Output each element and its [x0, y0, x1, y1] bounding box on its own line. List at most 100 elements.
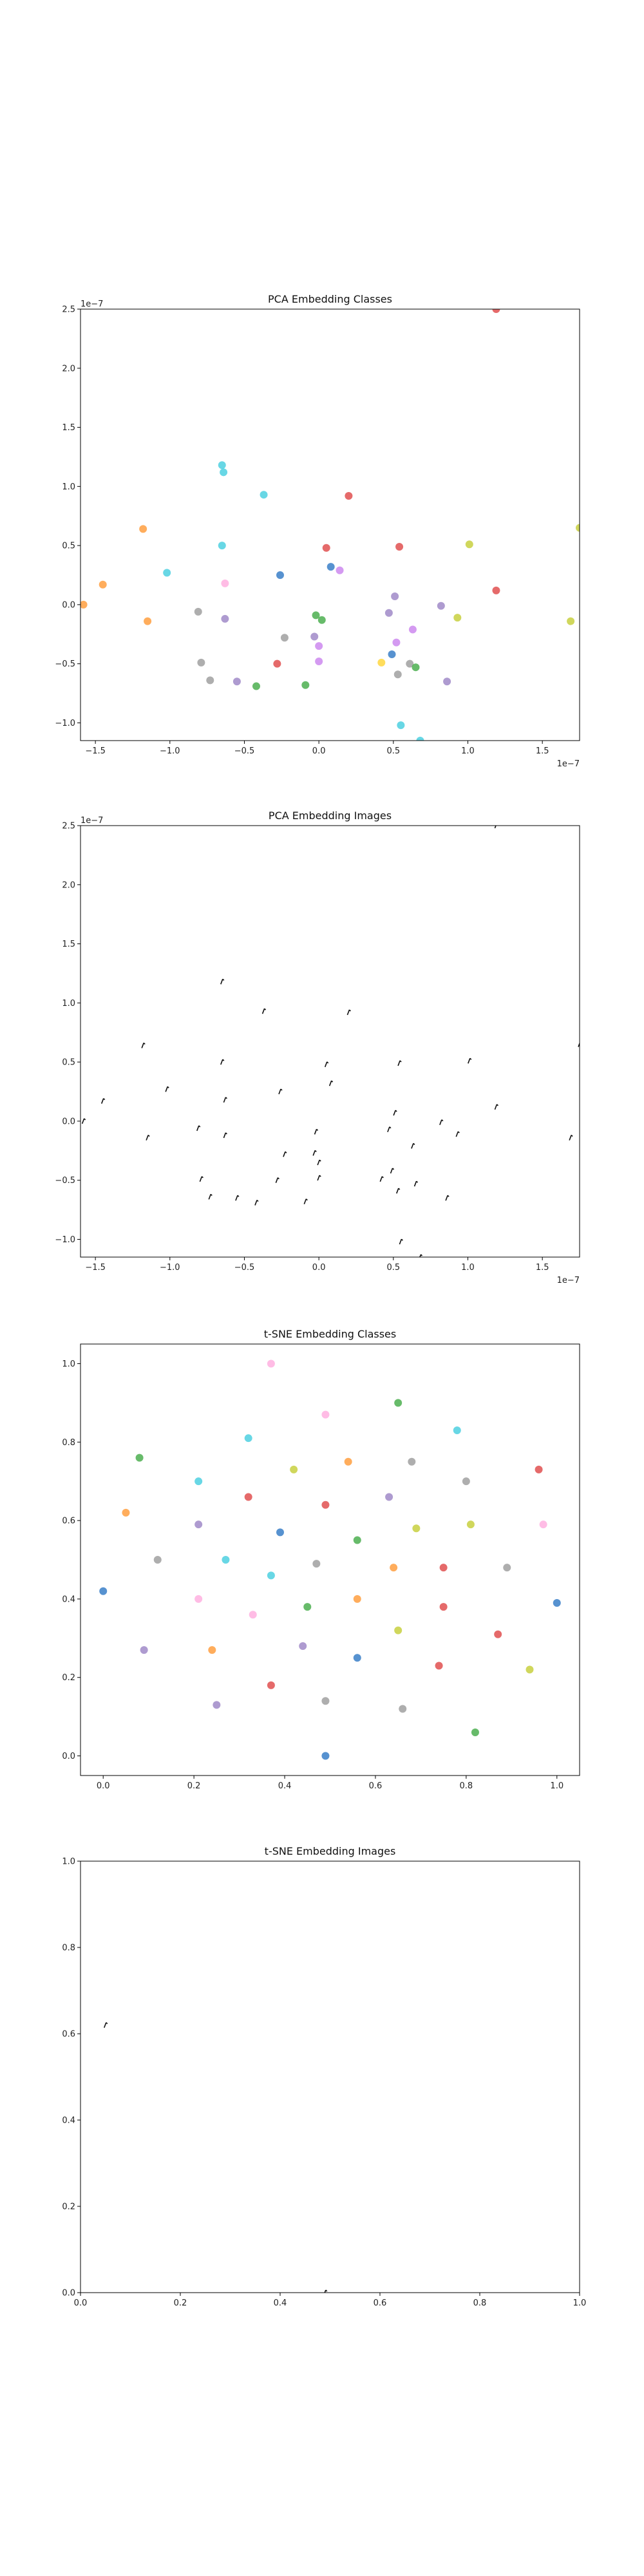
x-tick-label: 1.0: [550, 1781, 564, 1791]
data-marks: [104, 2022, 328, 2293]
scatter-point: [303, 1603, 312, 1611]
y-tick-label: 0.6: [62, 1517, 75, 1526]
image-glyph-point: [314, 1128, 319, 1135]
scatter-point: [267, 1571, 275, 1580]
scatter-point: [317, 616, 326, 624]
scatter-point: [122, 1508, 130, 1517]
chart-title: PCA Embedding Images: [269, 810, 392, 822]
scatter-point: [99, 580, 107, 589]
image-glyph-point: [399, 1238, 403, 1245]
scatter-point: [144, 617, 152, 625]
x-tick-label: 0.0: [97, 1781, 110, 1791]
x-tick-label: 0.6: [374, 2298, 387, 2308]
scatter-point: [385, 1493, 393, 1501]
scatter-point: [312, 1560, 321, 1568]
image-glyph-point: [455, 1131, 460, 1137]
scatter-point: [244, 1493, 252, 1501]
y-tick-label: 1.0: [62, 482, 75, 492]
plot-frame: [80, 1861, 580, 2293]
image-glyph-point: [254, 1199, 259, 1206]
x-tick-label: 1.5: [536, 746, 549, 756]
image-glyph-point: [275, 1177, 279, 1183]
y-tick-label: 0.0: [62, 1117, 75, 1126]
scatter-point: [336, 566, 344, 574]
scatter-point: [197, 658, 205, 667]
scatter-point: [99, 1587, 108, 1595]
y-tick-label: 0.8: [62, 1438, 75, 1448]
chart-panel-4: t-SNE Embedding Images 0.0 0.2 0.4 0.6 0.8 1.0…: [62, 1845, 586, 2308]
scatter-point: [439, 1603, 448, 1611]
image-glyph-point: [393, 1110, 397, 1116]
x-tick-label: −0.5: [234, 1263, 255, 1273]
data-marks: [81, 826, 580, 1257]
scatter-point: [153, 1556, 162, 1564]
y-tick-label: 1.5: [62, 940, 75, 949]
image-glyph-point: [397, 1060, 402, 1066]
image-glyph-point: [494, 826, 497, 829]
image-glyph-point: [223, 1097, 227, 1103]
scatter-point: [353, 1654, 361, 1662]
y-tick-label: −0.5: [55, 1176, 75, 1186]
scatter-point: [221, 579, 229, 587]
image-glyph-point: [445, 1195, 450, 1201]
x-tick-label: 1.0: [461, 1263, 475, 1273]
x-offset-label: 1e−7: [557, 759, 580, 769]
scatter-point: [344, 1457, 352, 1466]
x-tick-label: −0.5: [234, 746, 255, 756]
x-tick-label: 0.0: [312, 1263, 326, 1273]
scatter-point: [384, 609, 393, 617]
image-glyph-point: [312, 1150, 317, 1156]
scatter-point: [377, 658, 386, 667]
scatter-point: [353, 1536, 361, 1544]
scatter-point: [392, 638, 401, 647]
x-tick-label: 0.5: [386, 1263, 400, 1273]
y-tick-label: 0.4: [62, 2116, 75, 2126]
scatter-point: [394, 1399, 402, 1407]
scatter-point: [435, 1662, 443, 1670]
scatter-point: [321, 1697, 330, 1705]
scatter-point: [218, 542, 226, 550]
plot-frame: [80, 308, 580, 741]
image-glyph-point: [324, 1061, 329, 1068]
y-tick-label: 2.5: [62, 822, 75, 831]
scatter-point: [276, 571, 284, 580]
y-offset-label: 1e−7: [80, 299, 103, 309]
image-glyph-point: [283, 1151, 287, 1157]
x-tick-label: 0.0: [312, 746, 326, 756]
chart-title: t-SNE Embedding Classes: [264, 1328, 396, 1340]
scatter-point: [139, 525, 147, 533]
image-glyph-point: [220, 1059, 225, 1065]
y-tick-label: 1.5: [62, 423, 75, 433]
x-tick-label: 1.5: [536, 1263, 549, 1273]
chart-panel-3: t-SNE Embedding Classes 0.0 0.2 0.4 0.6 0.8 1.…: [62, 1328, 580, 1791]
scatter-point: [412, 1524, 421, 1533]
chart-panel-1: PCA Embedding Classes −1.5 −1.0 −0.5 0.0 0.5 1…: [55, 293, 580, 769]
scatter-point: [244, 1434, 252, 1443]
image-glyph-point: [396, 1188, 401, 1194]
x-tick-label: 0.8: [460, 1781, 473, 1791]
scatter-point: [535, 1465, 543, 1473]
scatter-point: [322, 544, 330, 552]
scatter-point: [494, 1630, 502, 1638]
scatter-point: [267, 1681, 275, 1689]
scatter-point: [408, 1457, 416, 1466]
scatter-point: [443, 677, 451, 686]
data-marks: [80, 309, 580, 741]
scatter-point: [393, 670, 402, 679]
scatter-point: [312, 611, 320, 620]
scatter-point: [206, 676, 214, 685]
image-glyph-point: [390, 1168, 395, 1174]
scatter-point: [391, 592, 399, 601]
x-tick-label: 0.4: [274, 2298, 287, 2308]
scatter-point: [80, 600, 88, 609]
image-glyph-point: [278, 1088, 283, 1095]
image-glyph-point: [261, 1008, 267, 1014]
scatter-point: [437, 601, 445, 610]
scatter-point: [453, 614, 462, 622]
scatter-point: [466, 1520, 475, 1529]
scatter-point: [232, 677, 241, 686]
scatter-point: [135, 1454, 144, 1462]
scatter-point: [412, 663, 420, 672]
plot-frame: [80, 1343, 580, 1776]
